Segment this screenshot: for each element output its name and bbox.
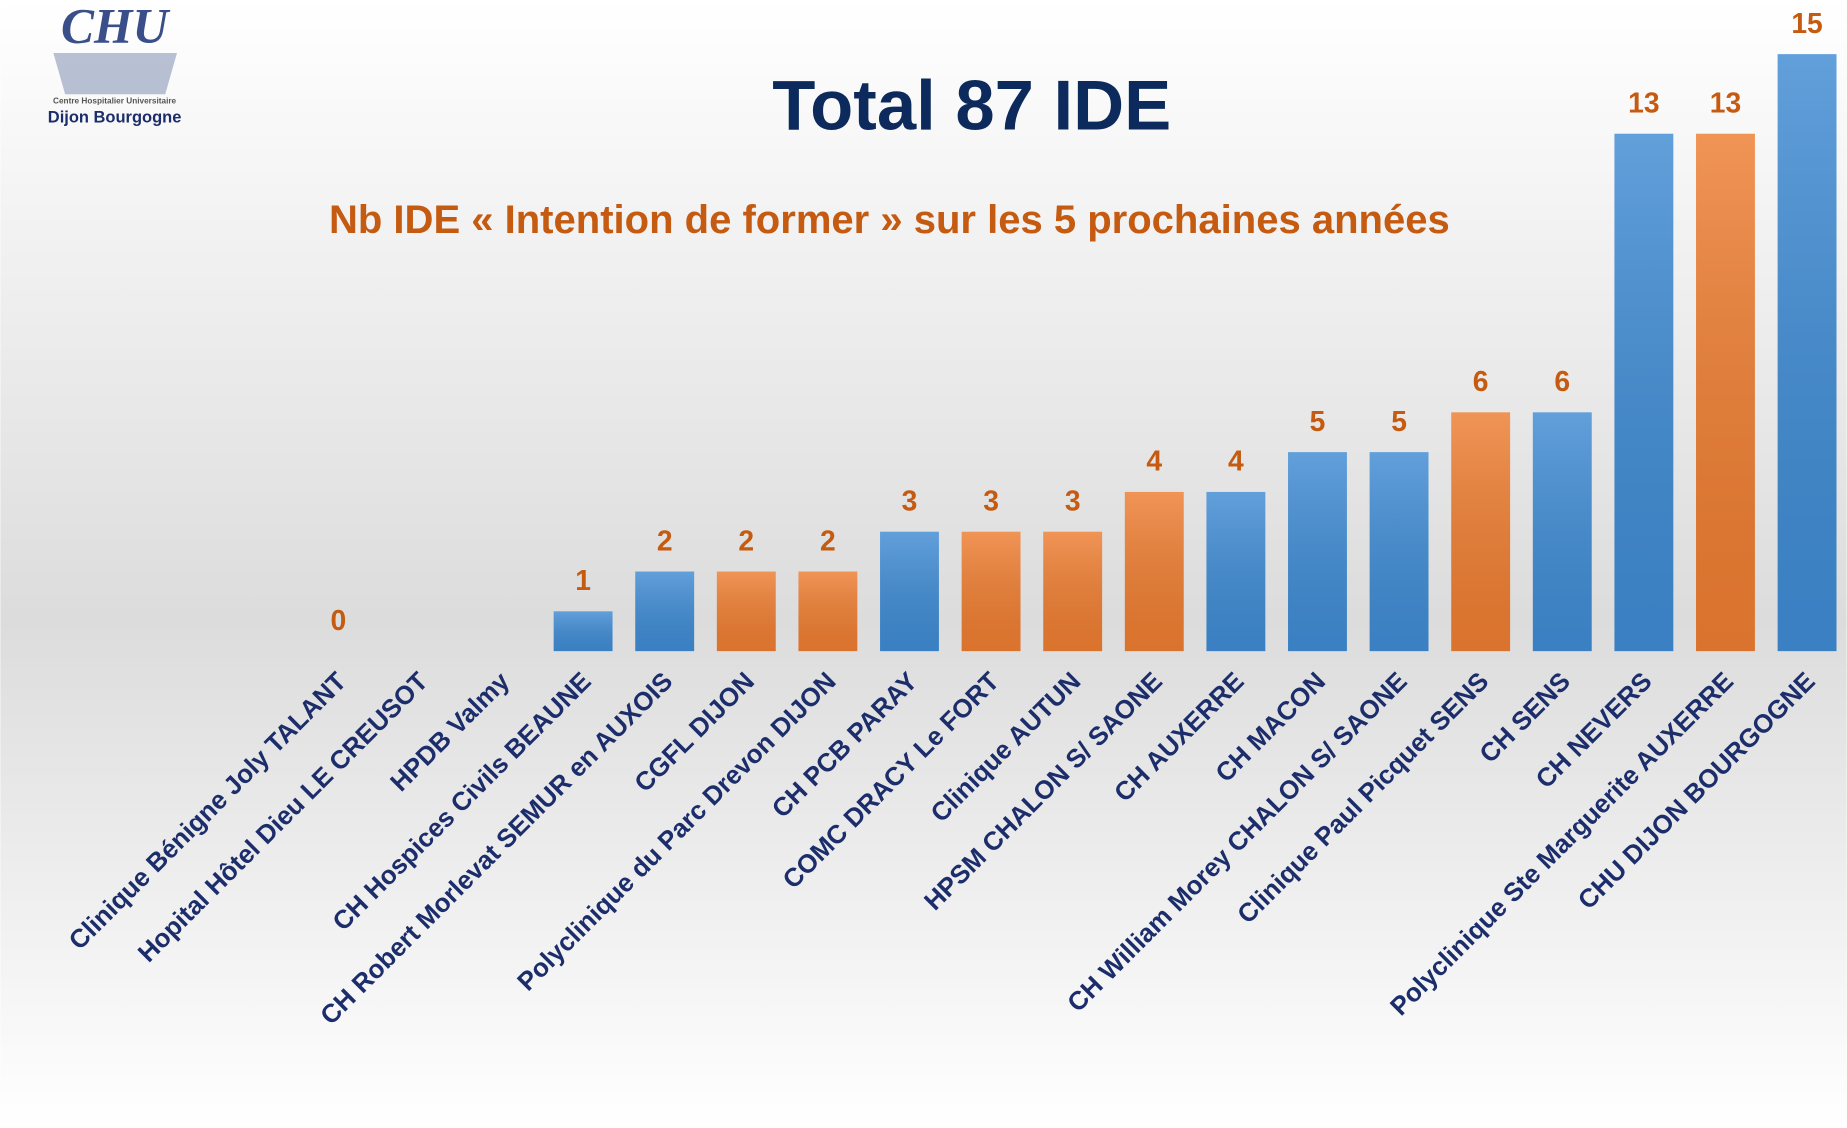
bar-shade	[798, 571, 858, 652]
bar-shade	[1532, 412, 1592, 652]
value-label: 0	[330, 604, 346, 636]
logo-name: CHU	[61, 0, 170, 53]
chart-title: Total 87 IDE	[772, 66, 1171, 145]
bar-shade	[1288, 452, 1347, 652]
bar-shade	[1043, 531, 1103, 652]
value-label: 5	[1391, 405, 1407, 437]
value-label: 2	[657, 524, 673, 556]
value-label: 2	[738, 524, 754, 556]
value-label: 15	[1791, 7, 1822, 39]
bar-shade	[961, 531, 1021, 652]
bar-shade	[1696, 133, 1755, 652]
bar-shade	[1614, 133, 1674, 652]
value-label: 3	[1065, 485, 1081, 517]
value-label: 4	[1146, 445, 1162, 477]
chart-subtitle: Nb IDE « Intention de former » sur les 5…	[329, 198, 1450, 242]
logo-city: Dijon Bourgogne	[48, 108, 182, 126]
logo-subtitle: Centre Hospitalier Universitaire	[53, 97, 177, 106]
logo-graphic	[53, 52, 177, 95]
value-label: 13	[1710, 87, 1741, 119]
bar-shade	[1777, 54, 1837, 652]
bar-shade	[1206, 491, 1266, 652]
value-label: 3	[902, 485, 918, 517]
value-label: 5	[1310, 405, 1326, 437]
bar-shade	[880, 531, 939, 652]
value-label: 3	[983, 485, 999, 517]
logo: CHU Centre Hospitalier Universitaire Dij…	[48, 0, 182, 126]
bar-shade	[635, 571, 695, 652]
bar-shade	[716, 571, 776, 652]
bar-shade	[1451, 412, 1511, 652]
value-label: 4	[1228, 445, 1244, 477]
value-label: 13	[1628, 87, 1659, 119]
bar-shade	[1124, 491, 1184, 652]
bar-shade	[1369, 452, 1429, 652]
value-label: 6	[1473, 365, 1489, 397]
value-label: 1	[575, 564, 591, 596]
bar-shade	[553, 611, 613, 652]
value-label: 6	[1554, 365, 1570, 397]
value-label: 2	[820, 524, 836, 556]
